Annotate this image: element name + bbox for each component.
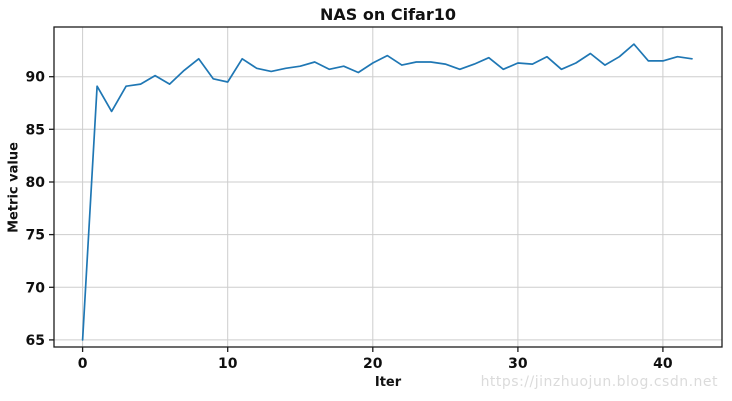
chart-title: NAS on Cifar10 [320,5,456,24]
x-tick-label: 40 [653,356,673,372]
plot-border [53,26,723,348]
y-tick-label: 70 [26,280,46,296]
watermark: https://jinzhuojun.blog.csdn.net [480,374,718,390]
y-tick-label: 90 [26,70,46,86]
x-tick-label: 20 [363,356,383,372]
x-tick-label: 0 [78,356,88,372]
y-tick-label: 75 [26,228,45,244]
x-tick-label: 30 [508,356,528,372]
y-tick-label: 80 [26,175,46,191]
x-axis-label: Iter [374,375,402,390]
y-tick-label: 65 [26,333,45,349]
x-tick-label: 10 [218,356,238,372]
y-tick-label: 85 [26,122,45,138]
data-line [81,43,693,341]
